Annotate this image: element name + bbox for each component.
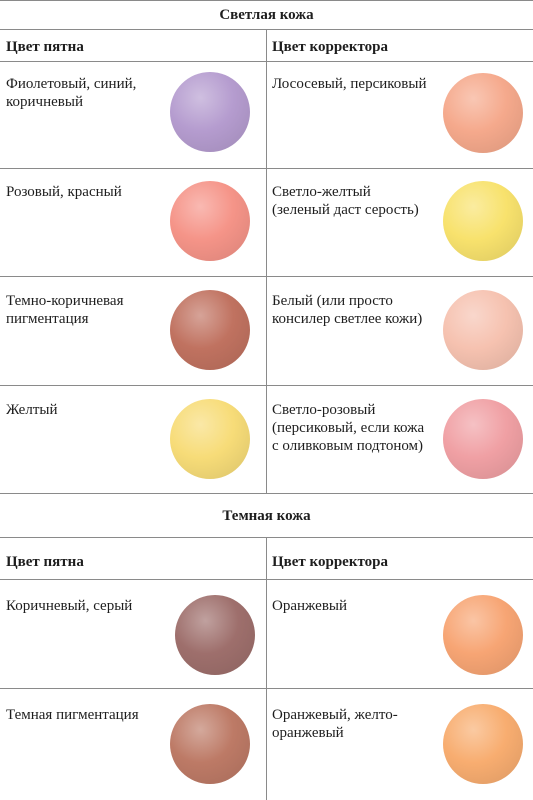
corrector-color-swatch — [443, 290, 523, 370]
column-header-spot-color: Цвет пятна — [6, 554, 84, 570]
section-title: Темная кожа — [222, 508, 311, 524]
corrector-color-label: Светло-розовый (персиковый, если кожа с … — [272, 402, 425, 454]
spot-color-label: Коричневый, серый — [6, 598, 133, 614]
corrector-color-label: Оранжевый — [272, 598, 348, 614]
spot-color-swatch — [170, 290, 250, 370]
corrector-color-label: Светло-желтый (зеленый даст серость) — [272, 184, 419, 218]
corrector-color-label: Белый (или просто консилер светлее кожи) — [272, 293, 423, 327]
spot-color-label: Желтый — [6, 402, 58, 418]
divider — [0, 493, 533, 494]
corrector-color-label: Оранжевый, желто-оранжевый — [272, 707, 398, 741]
column-header-spot-color: Цвет пятна — [6, 39, 84, 55]
corrector-color-swatch — [443, 399, 523, 479]
spot-color-swatch — [175, 595, 255, 675]
corrector-color-label: Лососевый, персиковый — [272, 76, 427, 92]
corrector-color-swatch — [443, 595, 523, 675]
spot-color-swatch — [170, 399, 250, 479]
spot-color-label: Фиолетовый, синий, коричневый — [6, 76, 137, 110]
divider — [0, 0, 533, 1]
column-divider — [266, 29, 267, 493]
spot-color-label: Темная пигментация — [6, 707, 139, 723]
spot-color-swatch — [170, 72, 250, 152]
spot-color-label: Розовый, красный — [6, 184, 122, 200]
spot-color-label: Темно-коричневая пигментация — [6, 293, 124, 327]
corrector-color-swatch — [443, 704, 523, 784]
corrector-color-swatch — [443, 181, 523, 261]
corrector-color-swatch — [443, 73, 523, 153]
spot-color-swatch — [170, 704, 250, 784]
section-title: Светлая кожа — [219, 7, 314, 23]
column-divider — [266, 537, 267, 800]
spot-color-swatch — [170, 181, 250, 261]
column-header-corrector-color: Цвет корректора — [272, 39, 388, 55]
column-header-corrector-color: Цвет корректора — [272, 554, 388, 570]
